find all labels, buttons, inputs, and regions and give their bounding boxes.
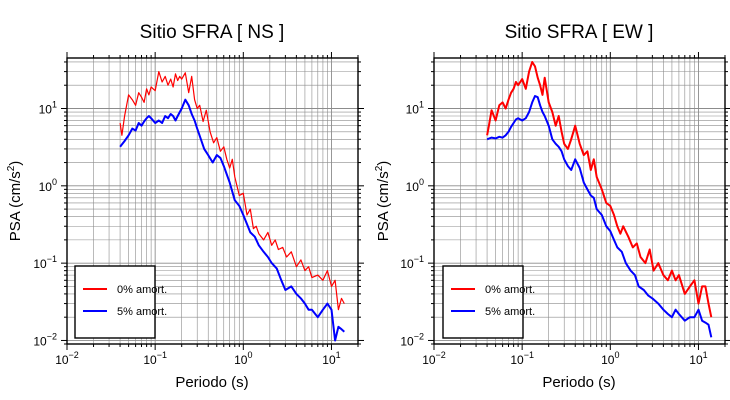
chart-panel-1: 10−2 10−1 100 101 10−2 10−1 100 101 Sitio SFRA […	[6, 22, 364, 391]
chart-panel-2: 10−2 10−1 100 101 10−2 10−1 100 101 Sitio SFRA […	[374, 22, 730, 391]
legend-label: 5% amort.	[485, 306, 535, 318]
series-line-undamped	[119, 70, 345, 311]
legend-label: 5% amort.	[117, 306, 167, 318]
x-axis-label: Periodo (s)	[542, 374, 615, 391]
y-tick-label: 10−1	[400, 254, 424, 271]
y-tick-label: 10−2	[33, 331, 57, 348]
legend: 0% amort. 5% amort.	[74, 265, 167, 339]
x-tick-label: 10−2	[55, 350, 79, 367]
y-tick-label: 10−1	[33, 254, 57, 271]
x-tick-label: 10−1	[143, 350, 167, 367]
plot-frame	[433, 57, 726, 345]
chart-title: Sitio SFRA [ NS ]	[140, 22, 285, 43]
series-line-damped	[486, 95, 713, 338]
axis-ticks	[61, 52, 364, 350]
y-tick-label: 101	[39, 100, 57, 117]
x-axis-label: Periodo (s)	[175, 374, 248, 391]
y-tick-label: 100	[39, 177, 57, 194]
x-tick-label: 10−2	[422, 350, 446, 367]
plot-frame	[66, 57, 359, 345]
x-tick-label: 101	[689, 350, 707, 367]
legend-box	[442, 265, 524, 339]
series-line-damped	[119, 98, 345, 342]
y-tick-label: 101	[406, 100, 424, 117]
x-tick-label: 101	[322, 350, 340, 367]
x-tick-label: 100	[234, 350, 252, 367]
y-axis-label: PSA (cm/s2)	[6, 161, 24, 242]
y-tick-label: 100	[406, 177, 424, 194]
x-tick-label: 100	[601, 350, 619, 367]
legend: 0% amort. 5% amort.	[442, 265, 535, 339]
legend-label: 0% amort.	[117, 284, 167, 296]
x-tick-label: 10−1	[510, 350, 534, 367]
y-axis-label: PSA (cm/s2)	[374, 161, 392, 242]
axis-ticks	[428, 52, 730, 350]
y-tick-label: 10−2	[400, 331, 424, 348]
series-line-undamped	[486, 61, 713, 318]
legend-label: 0% amort.	[485, 284, 535, 296]
legend-box	[74, 265, 156, 339]
chart-title: Sitio SFRA [ EW ]	[505, 22, 654, 43]
